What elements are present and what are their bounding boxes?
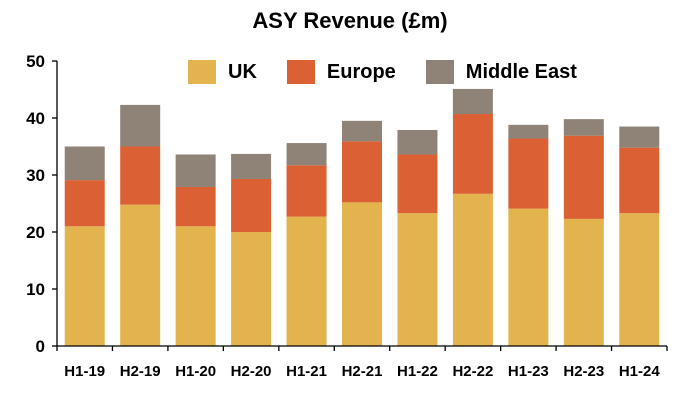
bar-middle-east-h1-24 [619, 126, 660, 148]
bar-middle-east-h1-19 [64, 146, 105, 181]
y-tick-label-40: 40 [26, 109, 45, 128]
legend-swatch-europe [286, 60, 315, 84]
bar-europe-h1-22 [397, 154, 438, 214]
bar-europe-h1-24 [619, 147, 660, 214]
bar-uk-h2-21 [342, 202, 382, 346]
bar-uk-h1-23 [508, 208, 549, 346]
bar-uk-h1-20 [175, 226, 216, 346]
bar-europe-h1-23 [508, 138, 549, 209]
bar-europe-h1-20 [175, 186, 216, 227]
bar-middle-east-h2-20 [231, 153, 272, 179]
bar-europe-h2-21 [342, 141, 382, 203]
chart-title: ASY Revenue (£m) [252, 8, 448, 33]
y-tick-label-20: 20 [26, 223, 45, 242]
x-tick-label-h1-23: H1-23 [508, 363, 549, 380]
legend-label-uk: UK [228, 60, 257, 83]
bar-uk-h2-19 [120, 204, 161, 346]
bar-middle-east-h2-21 [342, 120, 382, 142]
bar-uk-h1-24 [619, 213, 660, 346]
bar-middle-east-h2-22 [452, 88, 493, 115]
x-tick-label-h2-21: H2-21 [342, 363, 383, 380]
x-tick-label-h1-20: H1-20 [175, 363, 216, 380]
legend-item-middle-east: Middle East [425, 60, 577, 84]
legend-swatch-uk [188, 60, 216, 84]
x-tick-label-h2-22: H2-22 [452, 363, 493, 380]
bar-middle-east-h1-23 [508, 124, 549, 139]
bar-uk-h2-22 [452, 193, 493, 346]
legend-swatch-middle-east [425, 60, 454, 84]
bar-uk-h2-23 [563, 218, 604, 346]
y-tick-label-0: 0 [36, 337, 45, 356]
bar-europe-h2-20 [231, 178, 272, 232]
y-tick-label-10: 10 [26, 280, 45, 299]
bar-europe-h1-19 [64, 180, 105, 227]
x-tick-label-h1-21: H1-21 [286, 363, 327, 380]
x-tick-label-h1-22: H1-22 [397, 363, 438, 380]
bar-uk-h2-20 [231, 232, 272, 346]
bar-middle-east-h1-22 [397, 129, 438, 155]
legend-label-middle-east: Middle East [465, 60, 577, 83]
legend-item-uk: UK [188, 60, 257, 84]
x-tick-label-h2-19: H2-19 [120, 363, 161, 380]
bar-europe-h1-21 [286, 165, 327, 217]
bar-uk-h1-19 [64, 226, 105, 346]
bar-europe-h2-22 [452, 114, 493, 194]
legend-label-europe: Europe [326, 60, 396, 83]
chart-legend: UK Europe Middle East [188, 60, 577, 84]
y-tick-label-30: 30 [26, 166, 45, 185]
bar-europe-h2-19 [120, 146, 161, 205]
bar-uk-h1-22 [397, 213, 438, 346]
bar-middle-east-h2-23 [563, 119, 604, 136]
x-tick-label-h2-20: H2-20 [231, 363, 272, 380]
bar-uk-h1-21 [286, 216, 327, 346]
bar-europe-h2-23 [563, 135, 604, 219]
legend-item-europe: Europe [286, 60, 396, 84]
bar-middle-east-h2-19 [120, 104, 161, 147]
y-tick-label-50: 50 [26, 52, 45, 71]
bar-middle-east-h1-21 [286, 143, 327, 166]
bar-middle-east-h1-20 [175, 154, 216, 187]
x-tick-label-h1-24: H1-24 [619, 363, 661, 380]
x-tick-label-h1-19: H1-19 [64, 363, 105, 380]
x-tick-label-h2-23: H2-23 [563, 363, 604, 380]
